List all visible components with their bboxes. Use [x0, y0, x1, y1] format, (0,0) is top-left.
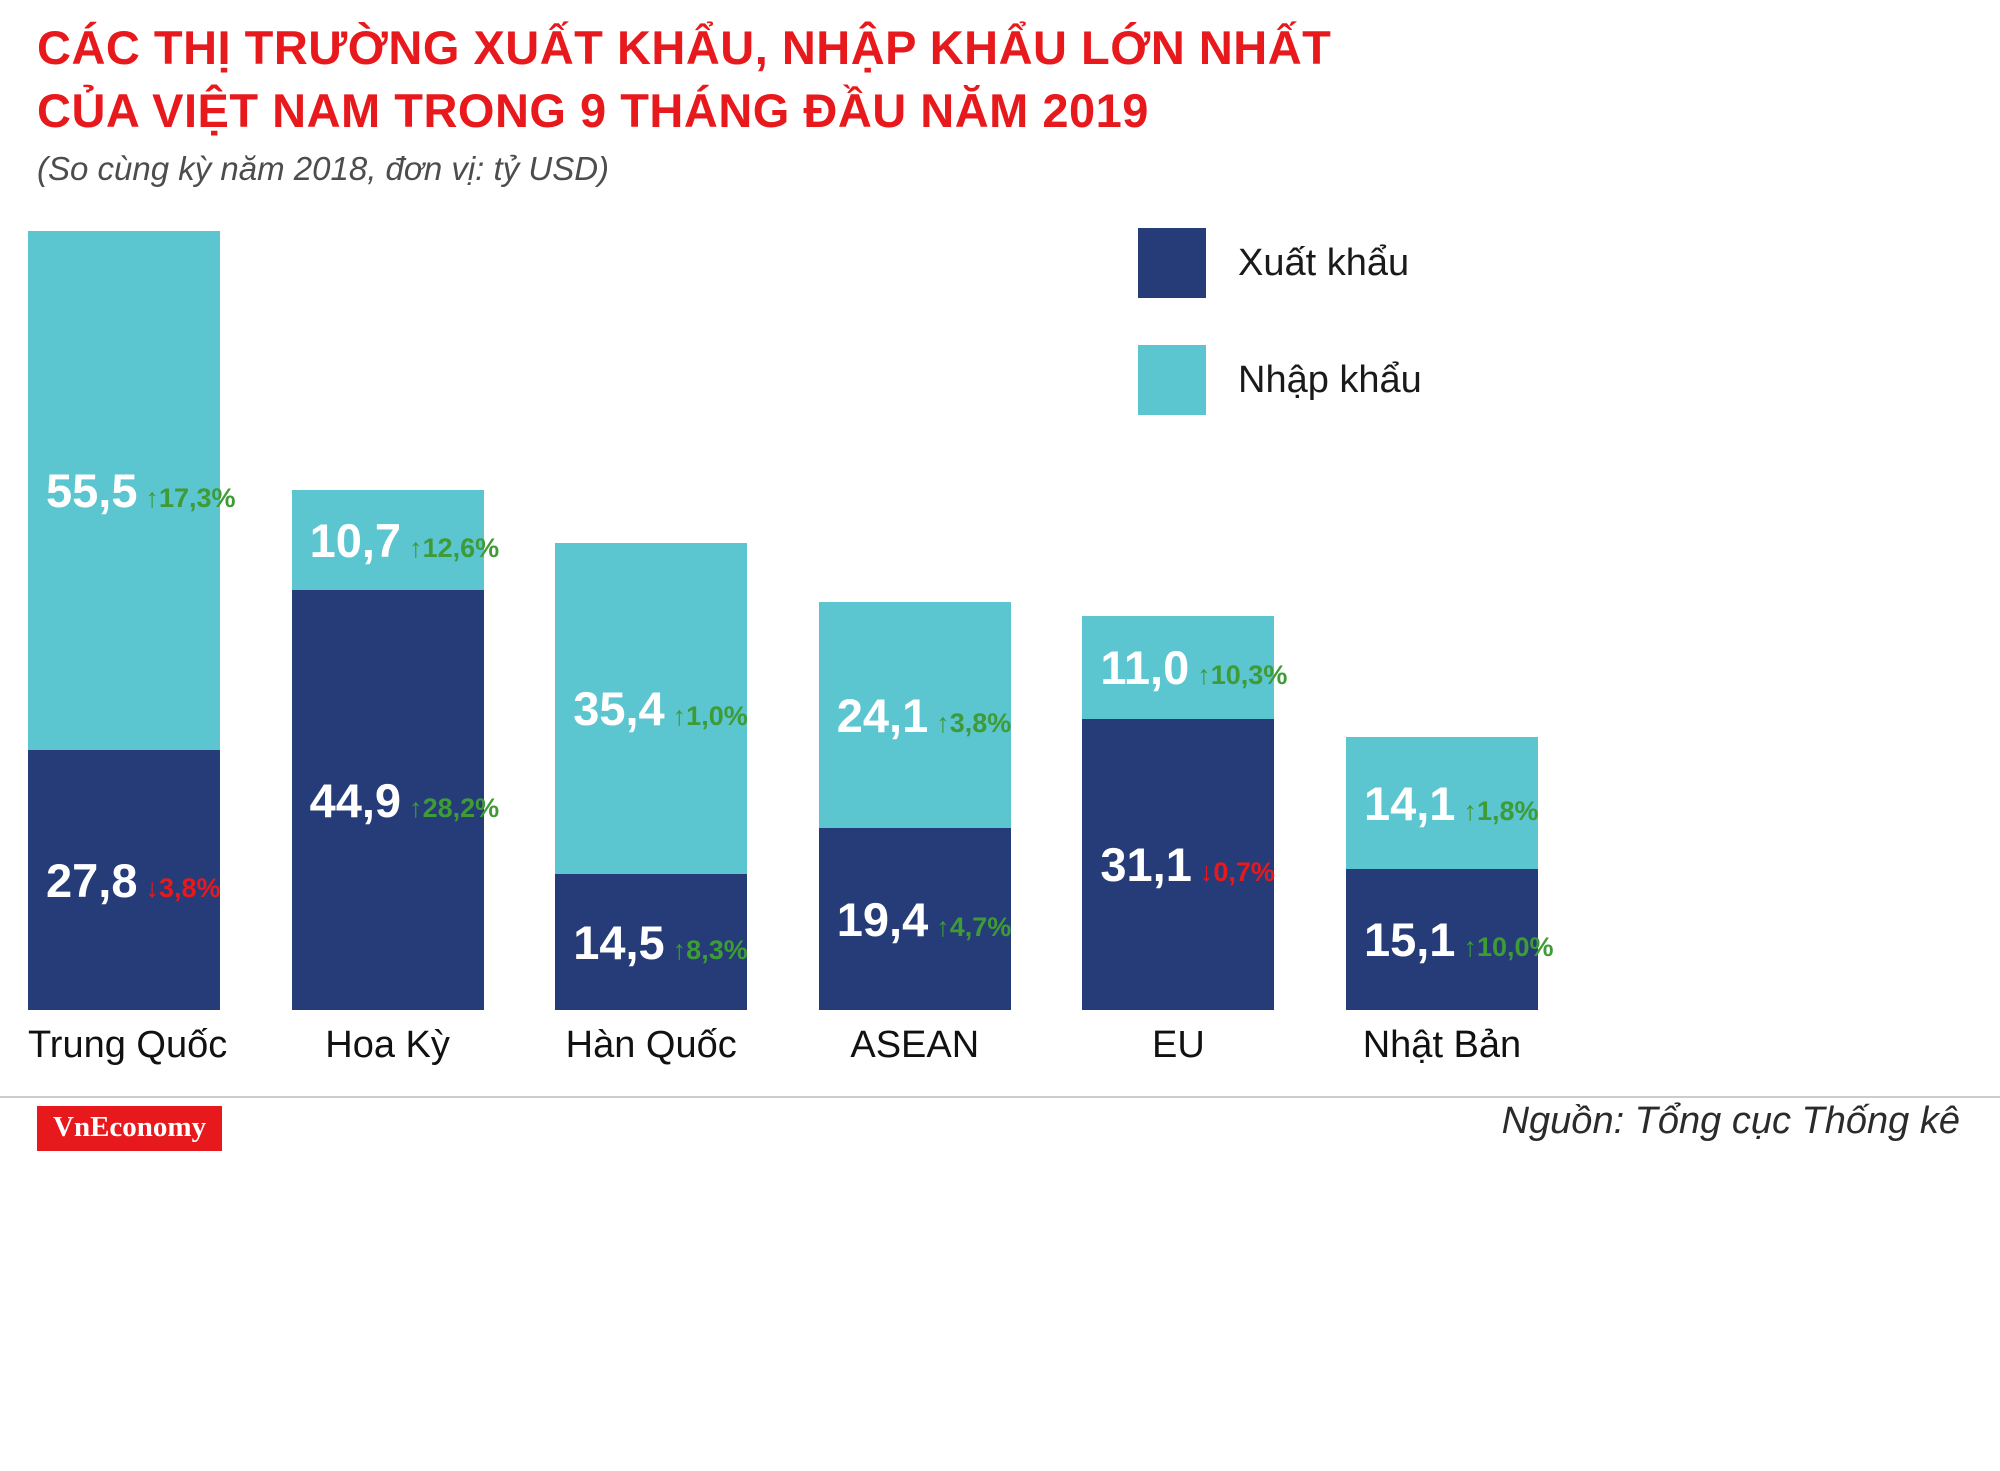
export-change-up: ↑28,2% [409, 792, 500, 823]
page-subtitle: (So cùng kỳ năm 2018, đơn vị: tỷ USD) [37, 150, 610, 187]
export-segment: 31,1 ↓0,7% [1082, 719, 1275, 1010]
page-title-line2: CỦA VIỆT NAM TRONG 9 THÁNG ĐẦU NĂM 2019 [37, 84, 1149, 137]
category-label: Hoa Kỳ [325, 1024, 450, 1066]
legend-label-import: Nhập khẩu [1238, 358, 1422, 401]
export-segment: 44,9 ↑28,2% [291, 590, 499, 1010]
category-label: Nhật Bản [1362, 1024, 1522, 1066]
export-change-up: ↑8,3% [672, 934, 748, 965]
export-value: 31,1 [1100, 838, 1192, 891]
stacked-bar-chart: 55,5 ↑17,3% 27,8 ↓3,8% Trung Quốc 10,7 ↑12,6% 4… [28, 230, 1554, 1066]
import-value: 55,5 [46, 464, 138, 517]
footer-divider [0, 1096, 2000, 1098]
legend-swatch-import [1138, 345, 1206, 415]
import-change-up: ↑17,3% [145, 483, 236, 513]
export-segment: 27,8 ↓3,8% [28, 750, 221, 1010]
import-value-label: 55,5 ↑17,3% [28, 463, 236, 518]
export-change-up: ↑4,7% [936, 911, 1012, 942]
import-segment: 14,1 ↑1,8% [1345, 737, 1539, 869]
import-change-up: ↑10,3% [1197, 660, 1288, 690]
import-segment: 11,0 ↑10,3% [1082, 616, 1287, 719]
export-value: 14,5 [573, 915, 665, 969]
export-change-down: ↓3,8% [145, 872, 221, 903]
category-label: EU [1151, 1024, 1205, 1066]
export-value-label: 15,1 ↑10,0% [1346, 912, 1554, 967]
export-value: 44,9 [309, 773, 402, 827]
export-change-down: ↓0,7% [1199, 857, 1275, 887]
export-value-label: 19,4 ↑4,7% [819, 892, 1012, 947]
export-value: 27,8 [46, 853, 138, 907]
import-value-label: 14,1 ↑1,8% [1346, 776, 1539, 831]
bar-group: 35,4 ↑1,0% 14,5 ↑8,3% Hàn Quốc [555, 543, 748, 1066]
export-value: 19,4 [836, 892, 929, 946]
import-value-label: 10,7 ↑12,6% [292, 513, 500, 568]
export-segment: 15,1 ↑10,0% [1345, 869, 1554, 1010]
category-label: Trung Quốc [28, 1024, 228, 1066]
import-change-up: ↑3,8% [936, 707, 1012, 738]
legend-label-export: Xuất khẩu [1238, 241, 1410, 284]
import-segment: 35,4 ↑1,0% [555, 543, 748, 874]
source-credit: Nguồn: Tổng cục Thống kê [1501, 1100, 1960, 1142]
import-segment: 55,5 ↑17,3% [28, 231, 236, 750]
export-value-label: 31,1 ↓0,7% [1082, 837, 1275, 892]
import-value: 10,7 [309, 513, 402, 567]
import-change-up: ↑1,8% [1463, 795, 1539, 826]
import-segment: 10,7 ↑12,6% [291, 490, 499, 590]
page-title: CÁC THỊ TRƯỜNG XUẤT KHẨU, NHẬP KHẨU LỚN … [37, 16, 1331, 142]
bar-group: 14,1 ↑1,8% 15,1 ↑10,0% Nhật Bản [1345, 737, 1554, 1066]
bar-group: 11,0 ↑10,3% 31,1 ↓0,7% EU [1082, 616, 1287, 1066]
import-value-label: 24,1 ↑3,8% [819, 688, 1012, 743]
vneconomy-logo: VnEconomy [37, 1106, 223, 1151]
import-value: 11,0 [1100, 641, 1190, 694]
export-value: 15,1 [1363, 913, 1456, 966]
page-title-line1: CÁC THỊ TRƯỜNG XUẤT KHẨU, NHẬP KHẨU LỚN … [37, 21, 1332, 74]
import-value-label: 35,4 ↑1,0% [555, 681, 748, 736]
chart-legend: Xuất khẩu Nhập khẩu [1138, 228, 1422, 462]
category-label: ASEAN [850, 1024, 980, 1066]
import-segment: 24,1 ↑3,8% [818, 602, 1012, 828]
legend-swatch-export [1138, 228, 1206, 298]
category-label: Hàn Quốc [565, 1024, 737, 1066]
import-change-up: ↑1,0% [672, 701, 748, 731]
import-value: 24,1 [836, 688, 929, 742]
export-change-up: ↑10,0% [1463, 932, 1554, 962]
bar-group: 55,5 ↑17,3% 27,8 ↓3,8% Trung Quốc [28, 231, 236, 1066]
bar-group: 24,1 ↑3,8% 19,4 ↑4,7% ASEAN [818, 602, 1012, 1066]
import-value: 14,1 [1363, 776, 1456, 830]
import-change-up: ↑12,6% [409, 532, 500, 563]
legend-item-export: Xuất khẩu [1138, 228, 1422, 298]
import-value: 35,4 [573, 682, 665, 735]
export-value-label: 14,5 ↑8,3% [555, 915, 748, 970]
export-segment: 19,4 ↑4,7% [818, 828, 1012, 1010]
legend-item-import: Nhập khẩu [1138, 345, 1422, 415]
import-value-label: 11,0 ↑10,3% [1082, 640, 1287, 695]
export-segment: 14,5 ↑8,3% [555, 874, 748, 1010]
bar-group: 10,7 ↑12,6% 44,9 ↑28,2% Hoa Kỳ [291, 490, 499, 1066]
export-value-label: 44,9 ↑28,2% [292, 773, 500, 828]
export-value-label: 27,8 ↓3,8% [28, 853, 221, 908]
